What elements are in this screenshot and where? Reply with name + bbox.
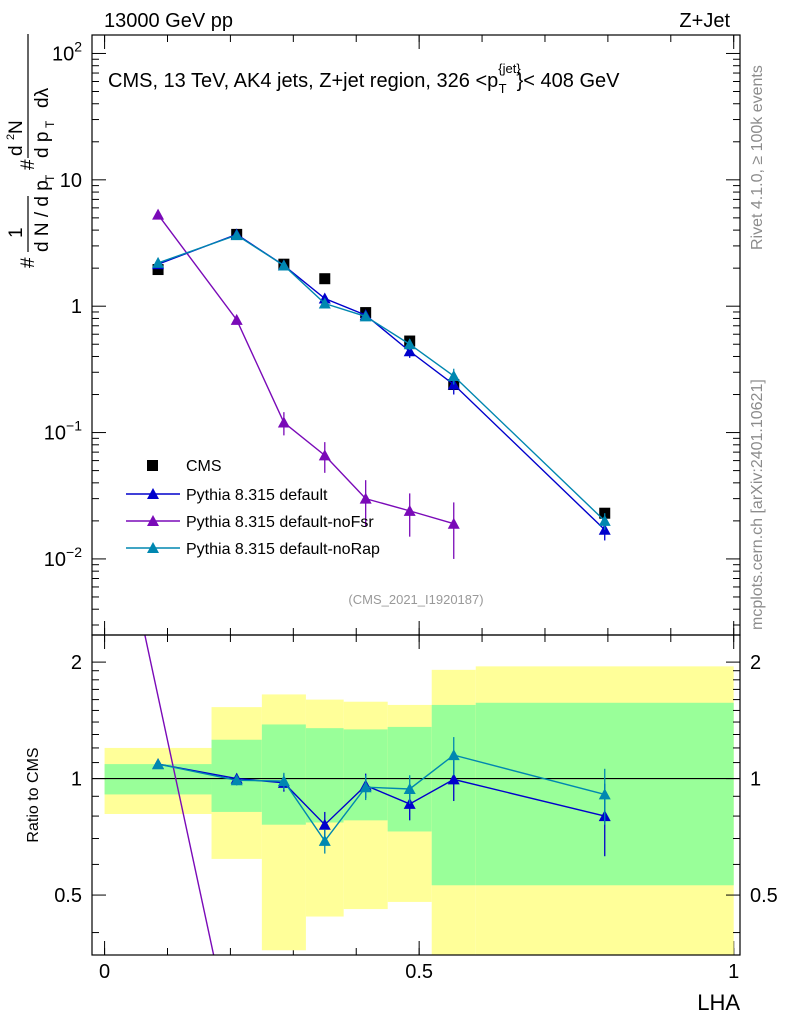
main-plot-area xyxy=(152,208,611,559)
point-noRap xyxy=(318,297,331,309)
point-noFsr xyxy=(359,492,372,504)
point-default xyxy=(403,345,416,357)
ratio-panel: 0 0.5 1 0.5 0.5 1 1 2 2 Ratio to CMS LHA xyxy=(25,634,778,1015)
ratio-point-noRap xyxy=(598,788,611,800)
ratio-line-default xyxy=(157,763,605,826)
ratio-y-tick-label-right: 1 xyxy=(750,769,761,791)
cms-data-point xyxy=(152,264,164,276)
inner-uncertainty-band xyxy=(305,728,344,823)
point-noRap xyxy=(598,514,611,526)
series-line-default xyxy=(157,233,606,531)
main-y-tick-label: 1 xyxy=(71,296,82,318)
point-noRap xyxy=(230,229,243,241)
svg-text:1: 1 xyxy=(6,227,27,238)
ratio-axis-ticks: 0 0.5 1 0.5 0.5 1 1 2 2 xyxy=(54,652,778,983)
ratio-line-noFsr xyxy=(144,635,215,955)
svg-text:d N / d p: d N / d p xyxy=(32,180,53,252)
x-tick-label: 0.5 xyxy=(405,961,433,983)
ratio-point-noRap xyxy=(230,774,243,786)
header-energy-label: 13000 GeV pp xyxy=(104,10,233,32)
main-y-tick-label: 10 xyxy=(60,170,82,192)
ratio-y-axis-label: Ratio to CMS xyxy=(25,747,42,842)
ratio-plot-area xyxy=(144,635,611,955)
legend-marker-norap xyxy=(147,542,159,553)
cms-data-point xyxy=(319,273,331,285)
main-title: CMS, 13 TeV, AK4 jets, Z+jet region, 326… xyxy=(108,61,620,96)
point-noRap xyxy=(403,338,416,350)
series-line-noFsr xyxy=(157,214,454,525)
legend-marker-cms xyxy=(147,460,158,471)
svg-text:#: # xyxy=(18,257,39,268)
ratio-point-noRap xyxy=(318,834,331,846)
main-y-axis-label: # 1 d N / d p T # d 2 N d p T dλ xyxy=(5,34,57,268)
ratio-point-default xyxy=(447,773,460,785)
point-noFsr xyxy=(403,504,416,516)
x-tick-label: 0 xyxy=(99,961,110,983)
svg-text:#: # xyxy=(18,159,39,170)
legend-marker-nofsr xyxy=(147,515,159,526)
main-axis-ticks: 10−2 10−1 1 10 102 xyxy=(44,35,740,955)
point-noRap xyxy=(152,256,165,268)
point-noFsr xyxy=(230,313,243,325)
svg-text:T: T xyxy=(43,120,57,128)
ratio-point-default xyxy=(318,818,331,830)
point-noFsr xyxy=(277,416,290,428)
legend-label-cms: CMS xyxy=(186,458,222,475)
legend: CMS Pythia 8.315 default Pythia 8.315 de… xyxy=(126,458,380,558)
ratio-y-tick-label-right: 2 xyxy=(750,652,761,674)
main-y-tick-label: 10−2 xyxy=(44,544,82,571)
ratio-uncertainty-bands xyxy=(92,666,740,955)
svg-text:d p: d p xyxy=(32,132,53,158)
svg-text:d: d xyxy=(6,145,27,156)
point-noFsr xyxy=(318,449,331,461)
ratio-point-noRap xyxy=(403,782,416,794)
svg-text:N: N xyxy=(6,120,27,134)
point-noRap xyxy=(447,370,460,382)
x-tick-label: 1 xyxy=(728,961,739,983)
ratio-point-noRap xyxy=(359,781,372,793)
ratio-y-tick-label-right: 0.5 xyxy=(750,885,778,907)
inner-uncertainty-band xyxy=(104,764,212,795)
main-y-tick-label: 10−1 xyxy=(44,418,82,445)
analysis-watermark: (CMS_2021_I1920187) xyxy=(348,592,483,607)
svg-text:2: 2 xyxy=(5,134,17,140)
mcplots-credit-label: mcplots.cern.ch [arXiv:2401.10621] xyxy=(749,379,766,630)
point-noRap xyxy=(277,259,290,271)
svg-text:dλ: dλ xyxy=(32,87,53,108)
legend-marker-default xyxy=(147,488,159,499)
point-noRap xyxy=(359,310,372,322)
point-noFsr xyxy=(152,208,165,220)
ratio-point-noRap xyxy=(152,758,165,770)
ratio-y-tick-label: 0.5 xyxy=(54,885,82,907)
ratio-frame xyxy=(91,634,741,956)
main-y-tick-label: 102 xyxy=(52,38,82,65)
ratio-y-tick-label: 2 xyxy=(71,652,82,674)
legend-label-default: Pythia 8.315 default xyxy=(186,487,328,504)
main-panel: 10−2 10−1 1 10 102 CMS, 13 TeV, AK4 jets, Z+… xyxy=(5,34,741,955)
ratio-y-tick-label: 1 xyxy=(71,769,82,791)
x-axis-label: LHA xyxy=(697,990,740,1015)
legend-label-norap: Pythia 8.315 default-noRap xyxy=(186,541,380,558)
series-line-noRap xyxy=(157,234,606,522)
legend-label-nofsr: Pythia 8.315 default-noFsr xyxy=(186,514,374,531)
rivet-version-label: Rivet 4.1.0, ≥ 100k events xyxy=(749,65,766,250)
ratio-point-noRap xyxy=(447,749,460,761)
header-process-label: Z+Jet xyxy=(679,10,730,32)
ratio-point-noRap xyxy=(277,775,290,787)
point-noFsr xyxy=(447,517,460,529)
ratio-line-noRap xyxy=(157,754,605,843)
svg-text:T: T xyxy=(43,174,57,182)
